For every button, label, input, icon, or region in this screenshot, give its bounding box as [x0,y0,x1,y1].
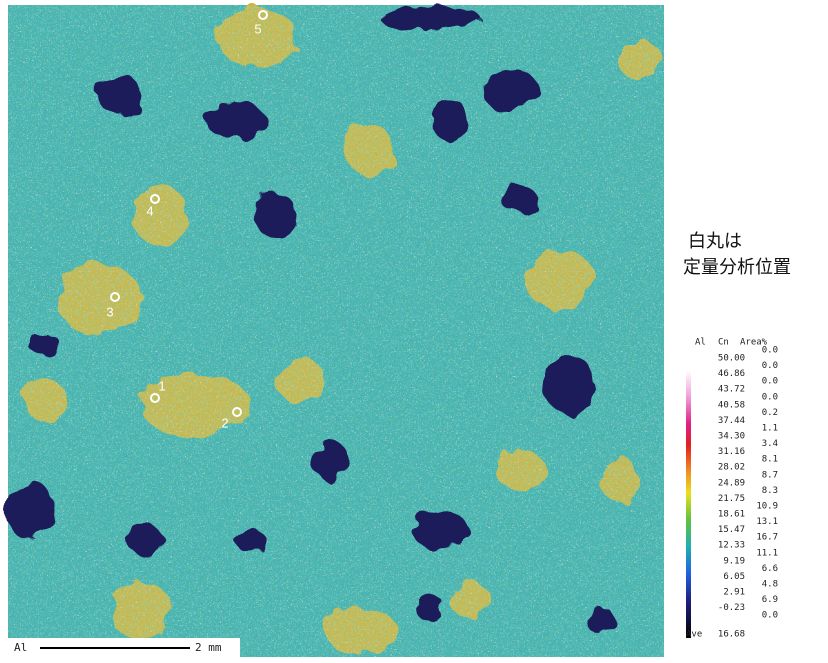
legend-area: 0.0 [762,346,778,356]
legend-area: 3.4 [762,439,778,449]
point-label: 2 [221,415,228,430]
legend-area: 10.9 [756,502,778,512]
legend-area: 8.1 [762,455,778,465]
legend-area: 8.3 [762,486,778,496]
ave-label: Ave [686,630,702,640]
legend-header: Cn [718,338,729,348]
legend-level: 40.58 [718,400,745,410]
legend-area: 1.1 [762,424,778,434]
legend-area: 4.8 [762,580,778,590]
page: Al 2 mm 白丸は 定量分析位置 12345AlCnArea%50.0046… [0,0,828,659]
legend-area: 6.6 [762,564,778,574]
legend-level: -0.23 [718,603,745,613]
scale-label: 2 mm [195,641,222,654]
legend-level: 34.30 [718,432,745,442]
legend-level: 2.91 [723,588,745,598]
legend-level: 24.89 [718,478,745,488]
legend-level: 6.05 [723,572,745,582]
legend-level: 31.16 [718,447,745,457]
legend-level: 43.72 [718,385,745,395]
legend-level: 21.75 [718,494,745,504]
legend-area: 0.0 [762,392,778,402]
legend-area: 8.7 [762,470,778,480]
legend-level: 18.61 [718,510,745,520]
legend-level: 9.19 [723,556,745,566]
legend-level: 50.00 [718,354,745,364]
legend-area: 6.9 [762,595,778,605]
legend-area: 13.1 [756,517,778,527]
legend-area: 0.0 [762,377,778,387]
figure: Al 2 mm 白丸は 定量分析位置 12345AlCnArea%50.0046… [0,0,828,659]
legend-header: Al [695,338,706,348]
point-label: 4 [146,203,153,218]
element-label: Al [14,641,27,654]
legend-area: 16.7 [756,533,778,543]
legend-level: 46.86 [718,369,745,379]
legend-area: 11.1 [756,548,778,558]
color-bar [686,370,691,638]
legend-area: 0.0 [762,361,778,371]
legend-level: 28.02 [718,463,745,473]
point-label: 5 [254,21,261,36]
element-map: Al 2 mm [6,4,664,657]
ave-value: 16.68 [718,630,745,640]
legend-area: 0.0 [762,611,778,621]
note-line: 定量分析位置 [683,257,791,278]
point-label: 1 [158,378,165,393]
point-label: 3 [106,304,113,319]
legend-level: 37.44 [718,416,745,426]
legend-area: 0.2 [762,408,778,418]
legend-level: 15.47 [718,525,745,535]
note-line: 白丸は [688,231,742,252]
legend-level: 12.33 [718,541,745,551]
